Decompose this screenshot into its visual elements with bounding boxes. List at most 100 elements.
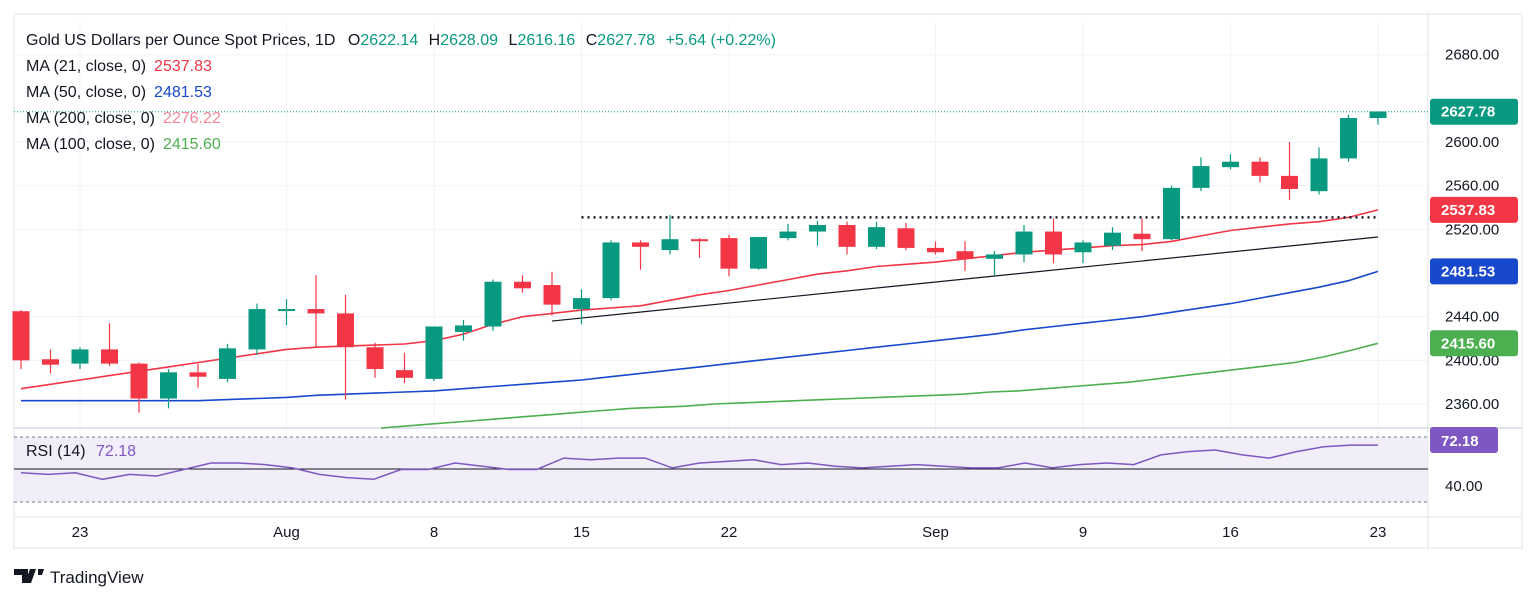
candle-body	[337, 313, 354, 348]
open-label: O	[348, 32, 360, 49]
candle-body	[1133, 233, 1151, 240]
candle-body	[71, 349, 89, 364]
price-tick-label: 2600.00	[1445, 134, 1499, 151]
candle-up	[1163, 185, 1180, 241]
ohlc-header: Gold US Dollars per Ounce Spot Prices, 1…	[26, 32, 776, 49]
chart-frame	[13, 13, 1523, 549]
candle-up	[484, 279, 502, 331]
price-tick-label: 2360.00	[1445, 396, 1499, 413]
candle-body	[396, 370, 413, 378]
candle-body	[130, 363, 148, 399]
candle-down	[543, 271, 561, 316]
candle-body	[720, 238, 738, 269]
candle-body	[160, 372, 177, 399]
candle-down	[307, 275, 325, 348]
candle-body	[278, 309, 295, 312]
legend-label: MA (100, close, 0)	[26, 136, 155, 153]
candle-down	[366, 342, 384, 378]
candle-down	[189, 363, 207, 388]
candle-up	[1340, 114, 1357, 162]
candle-down	[1133, 218, 1151, 252]
candle-body	[219, 348, 236, 379]
legend-label: MA (21, close, 0)	[26, 58, 146, 75]
change-value: +5.64 (+0.22%)	[666, 32, 776, 49]
candle-body	[750, 237, 767, 269]
candle-body	[1104, 232, 1121, 246]
time-tick-label: Sep	[922, 524, 949, 541]
legend-label: MA (200, close, 0)	[26, 110, 155, 127]
candle-down	[130, 362, 148, 413]
candle-body	[1074, 242, 1092, 253]
time-axis[interactable]: 23 Aug 8 15 22 Sep 9 16 23	[72, 524, 1387, 541]
candle-body	[1222, 161, 1239, 168]
legend-value: 2481.53	[154, 84, 212, 101]
candle-up	[573, 289, 590, 325]
candle-body	[809, 225, 826, 232]
candle-up	[868, 221, 885, 250]
rsi-tag: 72.18	[1430, 427, 1498, 453]
legend-row: MA (50, close, 0) 2481.53	[26, 84, 212, 101]
time-tick-label: 15	[573, 524, 590, 541]
price-tag-box	[1430, 330, 1518, 357]
price-tag: 2415.60	[1430, 330, 1518, 357]
candle-body	[1251, 161, 1269, 176]
price-tick-label: 2560.00	[1445, 178, 1499, 195]
ma-21-line	[20, 209, 1379, 390]
candle-down	[101, 323, 118, 366]
ascending-trendline	[551, 236, 1379, 322]
candle-body	[927, 247, 944, 253]
low-value: 2616.16	[517, 32, 575, 49]
candle-up	[1015, 225, 1033, 263]
candle-down	[720, 234, 738, 277]
price-tag: 2481.53	[1430, 258, 1518, 285]
candle-body	[868, 227, 885, 247]
price-axis[interactable]: 2360.00 2400.00 2440.00 2520.00 2560.00 2600.…	[1430, 47, 1518, 495]
candle-body	[189, 372, 207, 377]
candlesticks	[12, 111, 1387, 413]
candle-up	[1222, 154, 1239, 170]
candle-up	[986, 251, 1003, 276]
price-tick-label: 2680.00	[1445, 47, 1499, 64]
rsi-tag-box	[1430, 427, 1498, 453]
time-tick-label: 23	[1370, 524, 1387, 541]
candle-down	[1281, 142, 1298, 200]
candle-body	[1045, 231, 1062, 255]
rsi-value: 72.18	[96, 443, 136, 460]
indicator-legend: MA (21, close, 0) 2537.83 MA (50, close, 0…	[26, 58, 221, 153]
candle-up	[1074, 240, 1092, 264]
legend-value: 2415.60	[163, 136, 221, 153]
candle-body	[838, 225, 856, 247]
candle-body	[1310, 158, 1328, 192]
candle-body	[661, 239, 679, 251]
ma-100-line	[380, 342, 1379, 429]
candle-up	[1104, 227, 1121, 251]
time-tick-label: 16	[1222, 524, 1239, 541]
candle-body	[986, 254, 1003, 259]
legend-row: MA (21, close, 0) 2537.83	[26, 58, 212, 75]
tradingview-logo[interactable]: TradingView	[14, 568, 144, 587]
candle-down	[1045, 218, 1062, 264]
candle-body	[425, 326, 443, 379]
candle-up	[71, 347, 89, 370]
candle-body	[632, 242, 649, 247]
price-tag-label: 2627.78	[1441, 104, 1495, 121]
candle-body	[1281, 175, 1298, 189]
candle-body	[455, 325, 472, 332]
candle-up	[219, 343, 236, 383]
ma-50-line	[21, 270, 1379, 402]
candle-down	[396, 352, 413, 384]
candle-down	[927, 241, 944, 255]
price-tag-box	[1430, 258, 1518, 285]
price-tag-box	[1430, 196, 1518, 223]
time-tick-label: 8	[430, 524, 438, 541]
legend-row: MA (200, close, 0) 2276.22	[26, 110, 221, 127]
time-tick-label: Aug	[273, 524, 300, 541]
trendlines	[551, 216, 1379, 322]
candle-up	[1310, 147, 1328, 195]
candle-up	[809, 220, 826, 246]
legend-value: 2537.83	[154, 58, 212, 75]
candle-body	[1015, 231, 1033, 255]
candle-down	[337, 294, 354, 400]
candle-body	[1340, 118, 1357, 159]
